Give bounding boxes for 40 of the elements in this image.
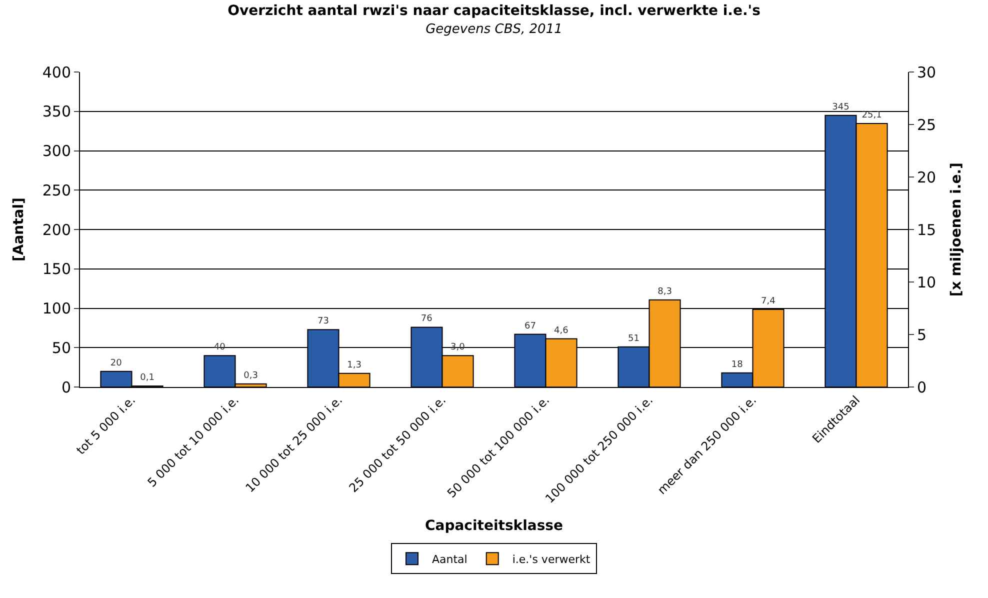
data-label: 0,3 [244,370,258,381]
y2-tick-label: 15 [917,220,936,239]
x-tick-label: 10 000 tot 25 000 i.e. [242,392,346,496]
data-label: 73 [318,316,329,327]
data-label: 67 [524,321,536,332]
data-label: 51 [628,334,640,344]
data-label: 7,4 [760,296,776,306]
y2-tick-label: 25 [917,116,936,134]
y2-tick-label: 30 [917,63,936,82]
data-label: 1,3 [347,360,362,370]
y2-axis-title: [x miljoenen i.e.] [948,162,964,297]
y2-tick-label: 5 [917,326,927,344]
y-tick-label: 300 [42,142,71,160]
data-label: 76 [420,314,433,324]
chart-title: Overzicht aantal rwzi's naar capaciteitsklasse, incl. verwerkte i.e.'s [228,2,760,19]
x-tick-label: 5 000 tot 10 000 i.e. [144,392,242,490]
legend-label: Aantal [432,552,468,566]
x-tick-label: tot 5 000 i.e. [74,392,138,458]
y-tick-label: 350 [42,102,71,121]
y2-tick-label: 20 [917,168,936,186]
data-label: 25,1 [862,110,882,120]
y-tick-label: 50 [52,338,71,357]
data-label: 20 [110,358,122,368]
y-tick-label: 150 [42,260,71,278]
data-label: 18 [731,360,744,370]
y-tick-label: 400 [42,63,71,82]
y2-tick-label: 10 [917,273,936,292]
data-label: 4,6 [554,326,569,336]
x-axis-title: Capaciteitsklasse [424,518,564,534]
y-tick-label: 100 [42,300,71,318]
y-axis-title: [Aantal] [10,198,27,262]
legend-label: i.e.'s verwerkt [512,552,591,566]
y-tick-label: 200 [42,220,71,239]
data-label: 345 [832,102,850,112]
y2-tick-label: 0 [917,378,927,396]
y-tick-label: 0 [61,378,71,396]
data-label: 0,1 [140,373,154,384]
data-label: 8,3 [658,286,672,297]
y-tick-label: 250 [42,181,71,200]
chart-subtitle: Gegevens CBS, 2011 [426,22,562,38]
